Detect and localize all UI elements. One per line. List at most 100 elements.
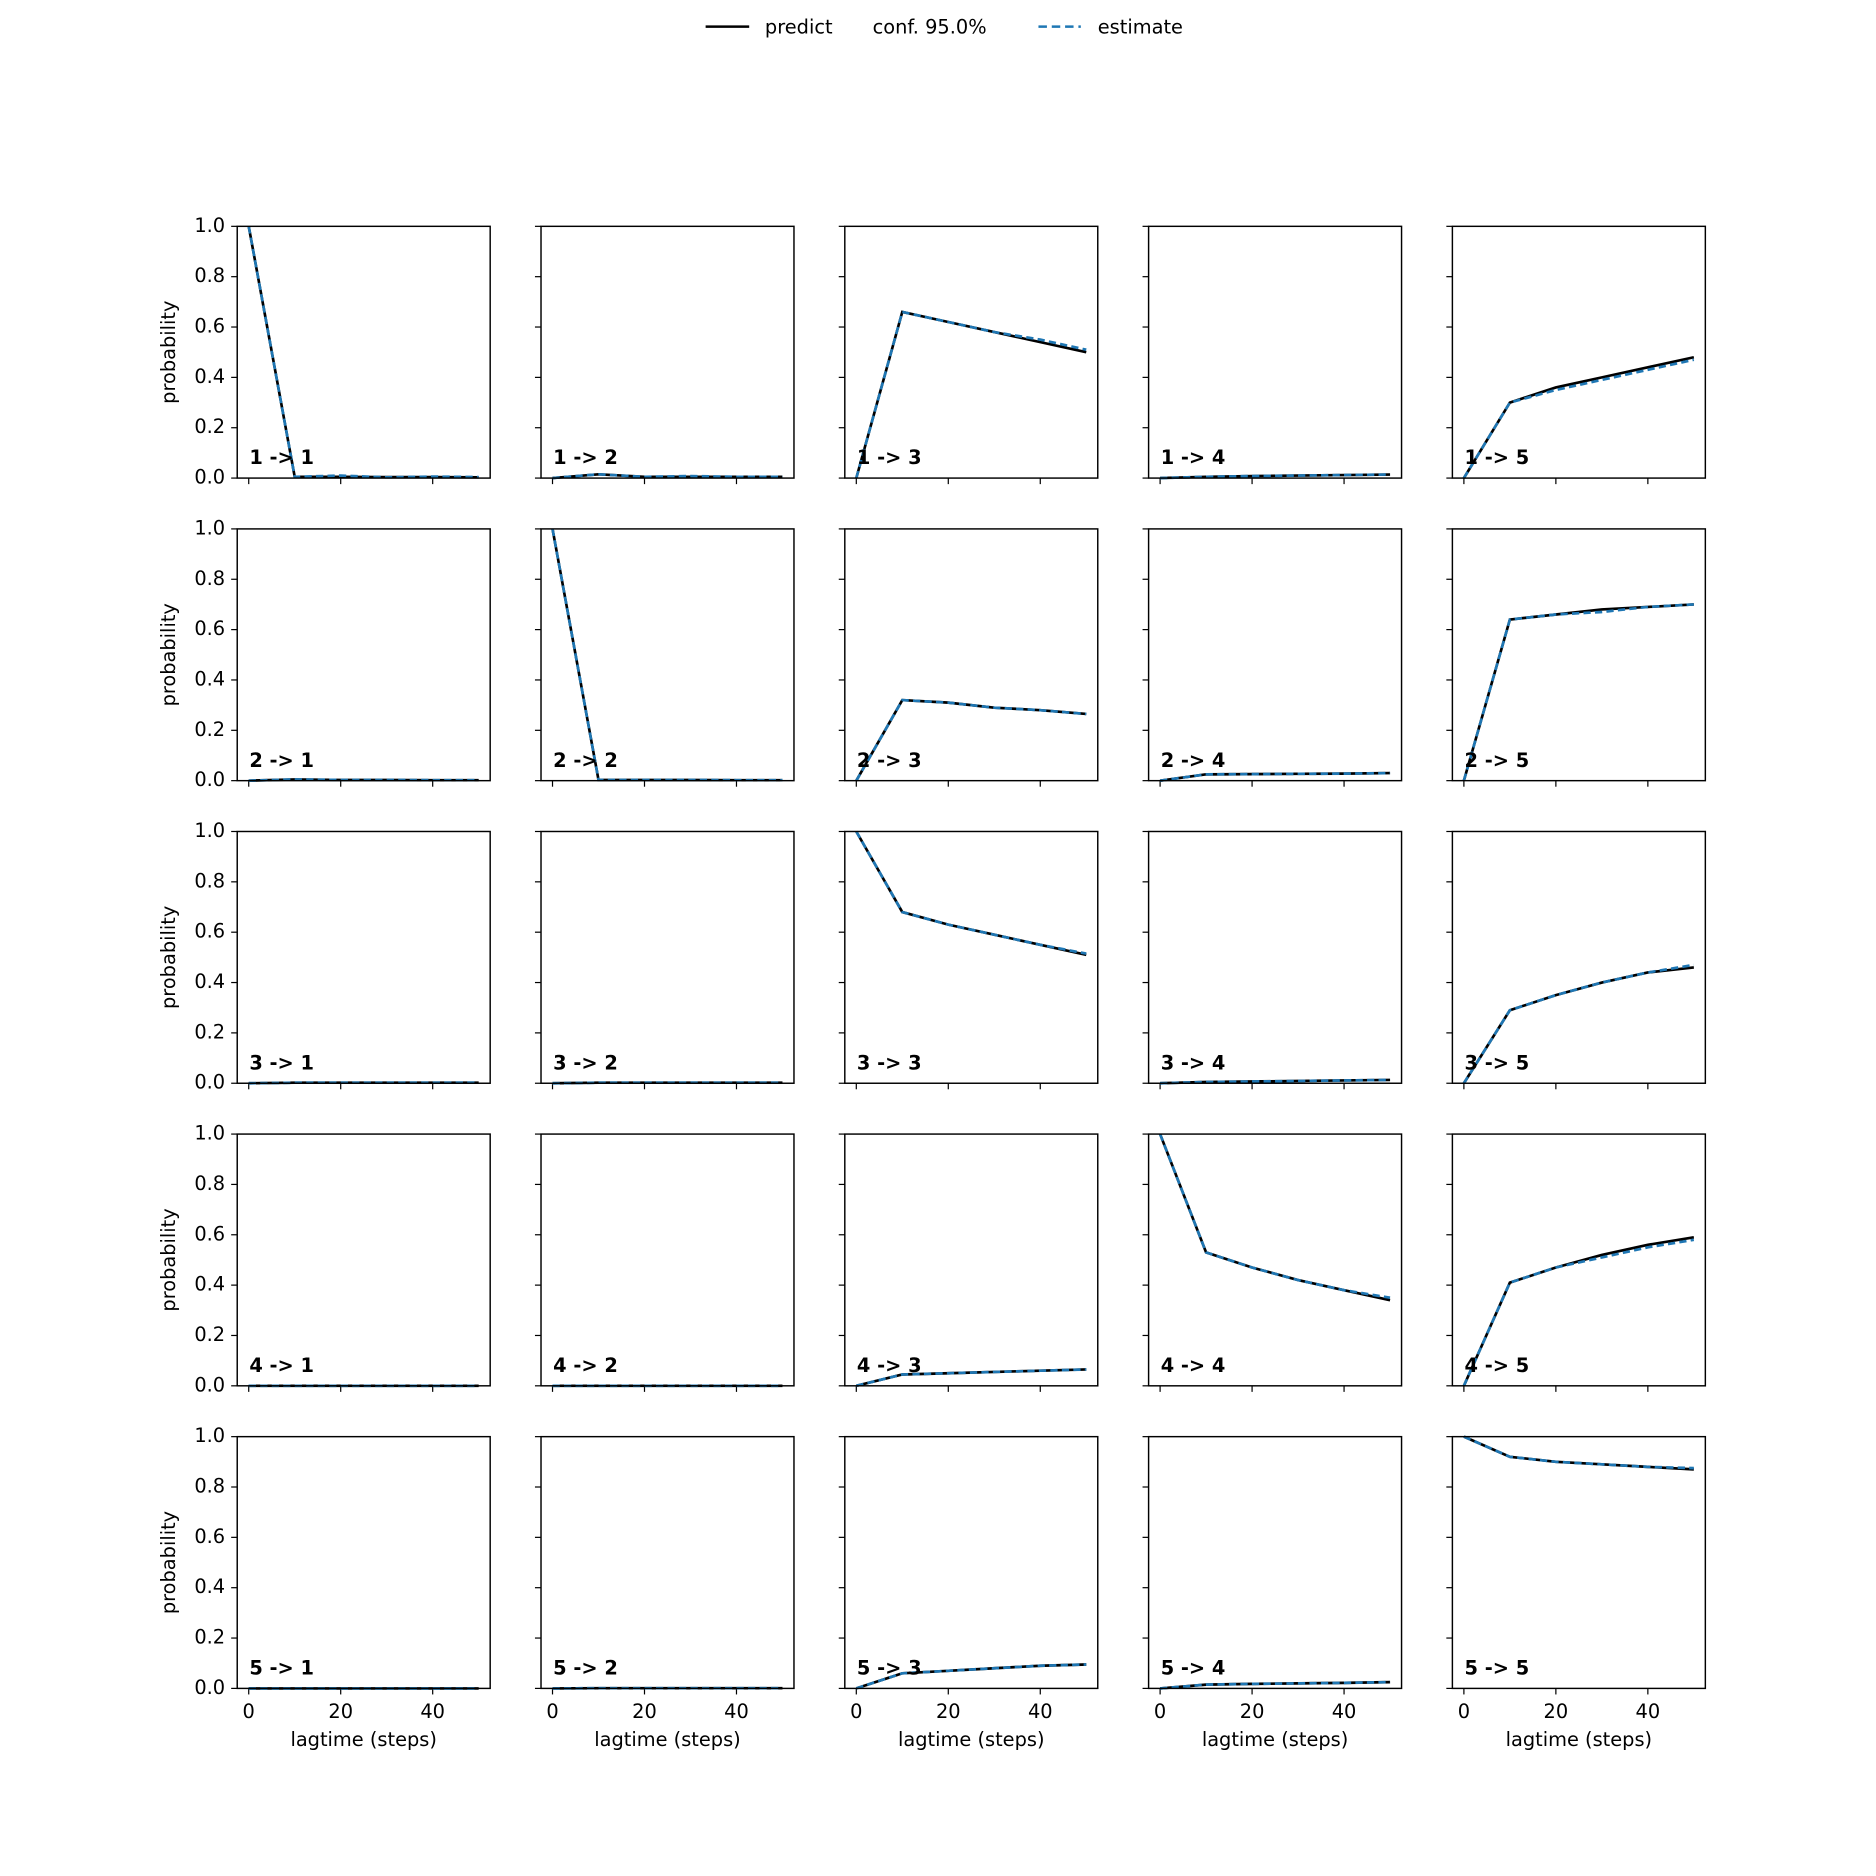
subplot: 4 -> 3 bbox=[838, 1133, 1099, 1392]
subplot: 3 -> 5 bbox=[1446, 830, 1707, 1090]
y-tick-label: 0.4 bbox=[194, 1273, 225, 1296]
plot-frame bbox=[1451, 830, 1707, 1084]
subplot: 1 -> 5 bbox=[1446, 225, 1707, 485]
x-axis-label: lagtime (steps) bbox=[1202, 1728, 1348, 1751]
x-tick-label: 40 bbox=[724, 1700, 749, 1723]
y-tick-label: 0.2 bbox=[194, 415, 225, 438]
legend-label: estimate bbox=[1098, 15, 1183, 38]
panel-label: 5 -> 5 bbox=[1464, 1657, 1529, 1680]
x-tick-label: 20 bbox=[1240, 1700, 1265, 1723]
y-axis-label: probability bbox=[157, 603, 180, 706]
y-tick-label: 1.0 bbox=[194, 1122, 225, 1145]
subplot: 3 -> 2 bbox=[534, 830, 795, 1090]
y-tick-label: 0.8 bbox=[194, 869, 225, 892]
plot-frame bbox=[1147, 1435, 1403, 1690]
legend: predict conf. 95.0% estimate bbox=[705, 15, 1183, 38]
panel-label: 5 -> 1 bbox=[249, 1657, 314, 1680]
y-tick-label: 0.4 bbox=[194, 365, 225, 388]
series-line bbox=[855, 310, 1087, 479]
series-line bbox=[1462, 963, 1695, 1084]
panel-label: 3 -> 3 bbox=[857, 1051, 922, 1074]
plot-frame bbox=[844, 1435, 1099, 1690]
y-tick-label: 0.8 bbox=[194, 264, 225, 287]
y-tick-label: 0.8 bbox=[194, 1172, 225, 1195]
plot-frame bbox=[236, 1133, 491, 1387]
x-axis-label: lagtime (steps) bbox=[290, 1728, 437, 1751]
subplot: 0.0 0.2 0.4 0.6 0.8 1.0 1 -> 1 probability bbox=[157, 214, 491, 489]
y-tick-label: 0.2 bbox=[194, 718, 225, 741]
x-tick-label: 0 bbox=[850, 1700, 862, 1723]
panel-label: 2 -> 5 bbox=[1464, 749, 1529, 772]
y-axis-label: probability bbox=[157, 1511, 180, 1614]
subplot: 1 -> 2 bbox=[534, 225, 795, 485]
plot-frame bbox=[236, 1435, 491, 1690]
series-line bbox=[551, 528, 783, 782]
y-tick-label: 0.6 bbox=[194, 315, 225, 338]
panel-label: 1 -> 2 bbox=[553, 446, 618, 469]
subplot: 1 -> 3 bbox=[838, 225, 1099, 485]
subplot: 2 -> 2 bbox=[534, 528, 795, 787]
plot-frame bbox=[844, 225, 1099, 479]
y-axis-label: probability bbox=[157, 1208, 180, 1311]
subplot: 2 -> 3 bbox=[838, 528, 1099, 787]
subplot: 0 20 40 5 -> 2 lagtime (steps) bbox=[534, 1435, 795, 1751]
y-tick-label: 1.0 bbox=[194, 1424, 225, 1447]
subplot: 0.0 0.2 0.4 0.6 0.8 1.0 3 -> 1 probability bbox=[157, 819, 491, 1094]
subplot: 0.0 0.2 0.4 0.6 0.8 1.0 4 -> 1 probability bbox=[157, 1122, 491, 1396]
panel-label: 2 -> 3 bbox=[857, 749, 922, 772]
subplot: 4 -> 5 bbox=[1446, 1133, 1707, 1392]
y-tick-label: 0.8 bbox=[194, 567, 225, 590]
subplot: 0.0 0.2 0.4 0.6 0.8 1.0 2 -> 1 probability bbox=[157, 516, 491, 791]
x-axis-label: lagtime (steps) bbox=[1506, 1728, 1653, 1751]
subplot: 4 -> 4 bbox=[1142, 1133, 1403, 1392]
panel-label: 1 -> 3 bbox=[857, 446, 922, 469]
panel-label: 2 -> 4 bbox=[1161, 749, 1226, 772]
plot-frame bbox=[844, 1133, 1099, 1387]
y-tick-label: 1.0 bbox=[194, 516, 225, 539]
series-line bbox=[1462, 603, 1694, 782]
panel-label: 4 -> 3 bbox=[857, 1354, 922, 1377]
panel-label: 4 -> 5 bbox=[1464, 1354, 1529, 1377]
panel-label: 5 -> 2 bbox=[553, 1657, 618, 1680]
plot-frame bbox=[540, 225, 795, 479]
y-tick-label: 0.6 bbox=[194, 617, 225, 640]
series-line bbox=[855, 830, 1087, 955]
subplot: 3 -> 4 bbox=[1142, 830, 1403, 1090]
plot-frame bbox=[1451, 528, 1707, 782]
subplot: 0 20 40 5 -> 4 lagtime (steps) bbox=[1142, 1435, 1403, 1751]
subplot: 2 -> 4 bbox=[1142, 528, 1403, 787]
plot-frame bbox=[540, 1133, 795, 1387]
subplot: 1 -> 4 bbox=[1142, 225, 1403, 485]
panel-label: 3 -> 5 bbox=[1464, 1051, 1529, 1074]
plot-frame bbox=[844, 528, 1099, 782]
panel-label: 4 -> 1 bbox=[249, 1354, 314, 1377]
panel-label: 4 -> 2 bbox=[553, 1354, 618, 1377]
subplot: 4 -> 2 bbox=[534, 1133, 795, 1392]
series-line bbox=[855, 1368, 1087, 1388]
y-tick-label: 0.4 bbox=[194, 970, 225, 993]
y-tick-label: 0.0 bbox=[194, 1071, 225, 1094]
y-tick-label: 0.6 bbox=[194, 920, 225, 943]
y-tick-label: 0.6 bbox=[194, 1222, 225, 1245]
legend-label: conf. 95.0% bbox=[873, 15, 987, 38]
panel-label: 5 -> 3 bbox=[857, 1657, 922, 1680]
series-line bbox=[1160, 1078, 1391, 1085]
panel-label: 2 -> 2 bbox=[553, 749, 618, 772]
panel-label: 4 -> 4 bbox=[1161, 1354, 1226, 1377]
plot-frame bbox=[1451, 1435, 1707, 1690]
y-tick-label: 1.0 bbox=[194, 214, 225, 237]
plot-frame bbox=[1451, 1133, 1707, 1387]
panel-label: 3 -> 2 bbox=[553, 1051, 618, 1074]
series-line bbox=[552, 472, 783, 480]
y-tick-label: 0.4 bbox=[194, 1575, 225, 1598]
x-axis-label: lagtime (steps) bbox=[594, 1728, 741, 1751]
x-tick-label: 0 bbox=[1154, 1700, 1166, 1723]
y-tick-label: 0.0 bbox=[194, 1373, 225, 1396]
x-tick-label: 40 bbox=[1332, 1700, 1357, 1723]
legend-label: predict bbox=[765, 15, 833, 38]
x-tick-label: 40 bbox=[1028, 1700, 1053, 1723]
x-tick-label: 0 bbox=[1458, 1700, 1470, 1723]
x-tick-label: 20 bbox=[1544, 1700, 1569, 1723]
x-tick-label: 20 bbox=[328, 1700, 353, 1723]
